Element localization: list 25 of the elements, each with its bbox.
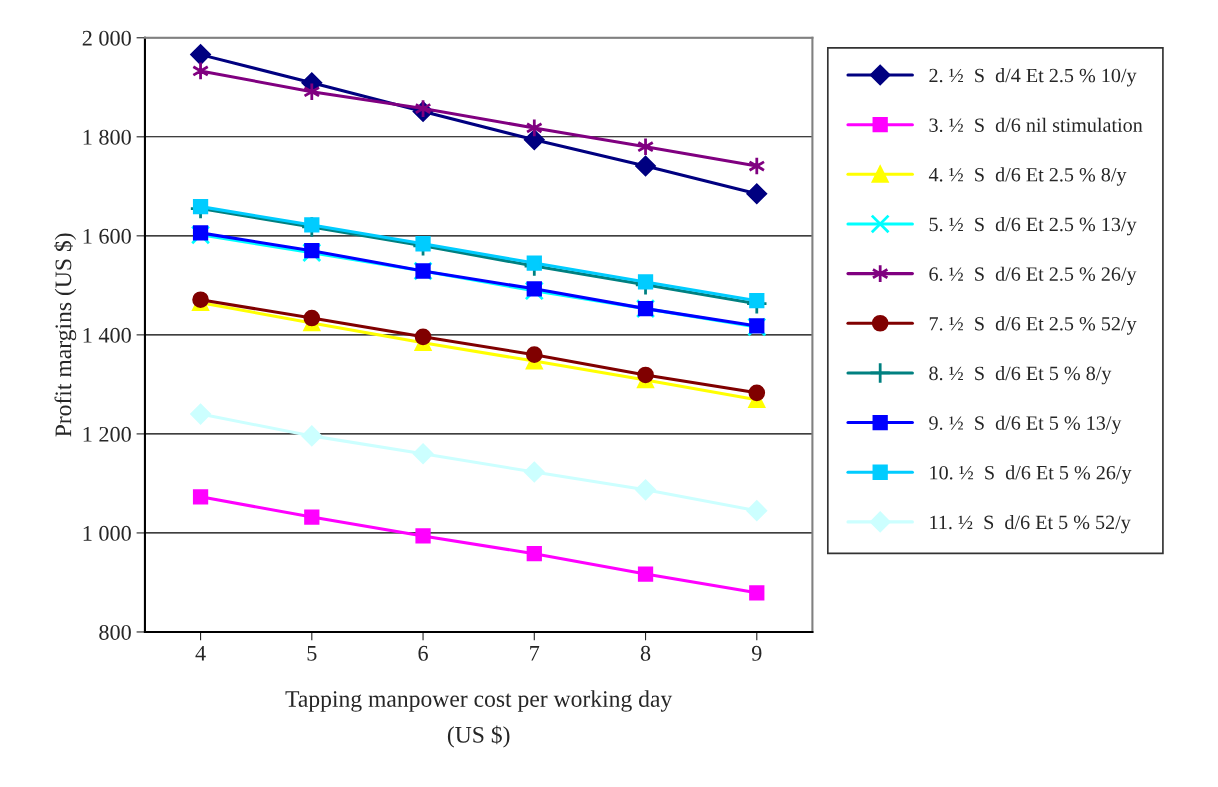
x-tick-label: 7 [530,646,540,661]
x-tick-label: 6 [418,645,428,661]
x-tick-label: 5 [307,646,317,661]
y-tick-label: 1 800 [83,129,131,145]
legend-label: 11. ½ S d/6 Et 5 % 52/y [930,514,1131,534]
legend-label: 4. ½ S d/6 Et 2.5 % 8/y [928,167,1127,186]
y-tick-label: 1 200 [83,426,131,442]
x-tick-label: 8 [640,645,651,661]
legend-label: 3. ½ S d/6 nil stimulation [929,117,1143,133]
legend-label: 10. ½ S d/6 Et 5 % 26/y [930,465,1132,484]
legend-label: 8. ½ S d/6 Et 5 % 8/y [929,366,1112,385]
y-tick-label: 1 400 [83,327,131,343]
y-tick-label: 1 000 [83,525,131,541]
legend-label: 7. ½ S d/6 Et 2.5 % 52/y [929,316,1137,335]
x-tick-label: 4 [195,645,206,661]
legend-label: 5. ½ S d/6 Et 2.5 % 13/y [929,217,1137,236]
legend-label: 2. ½ S d/4 Et 2.5 % 10/y [929,68,1137,87]
legend-label: 9. ½ S d/6 Et 5 % 13/y [929,415,1122,434]
x-axis-title: Tapping manpower cost per working day (US $) [285,690,673,748]
y-tick-label: 2 000 [82,30,131,46]
y-tick-label: 1 600 [83,228,131,244]
x-tick-label: 9 [751,645,762,661]
y-tick-label: 800 [99,624,131,640]
legend-label: 6. ½ S d/6 Et 2.5 % 26/y [929,266,1137,285]
y-axis-title: Profit margins (US $) [54,233,77,437]
